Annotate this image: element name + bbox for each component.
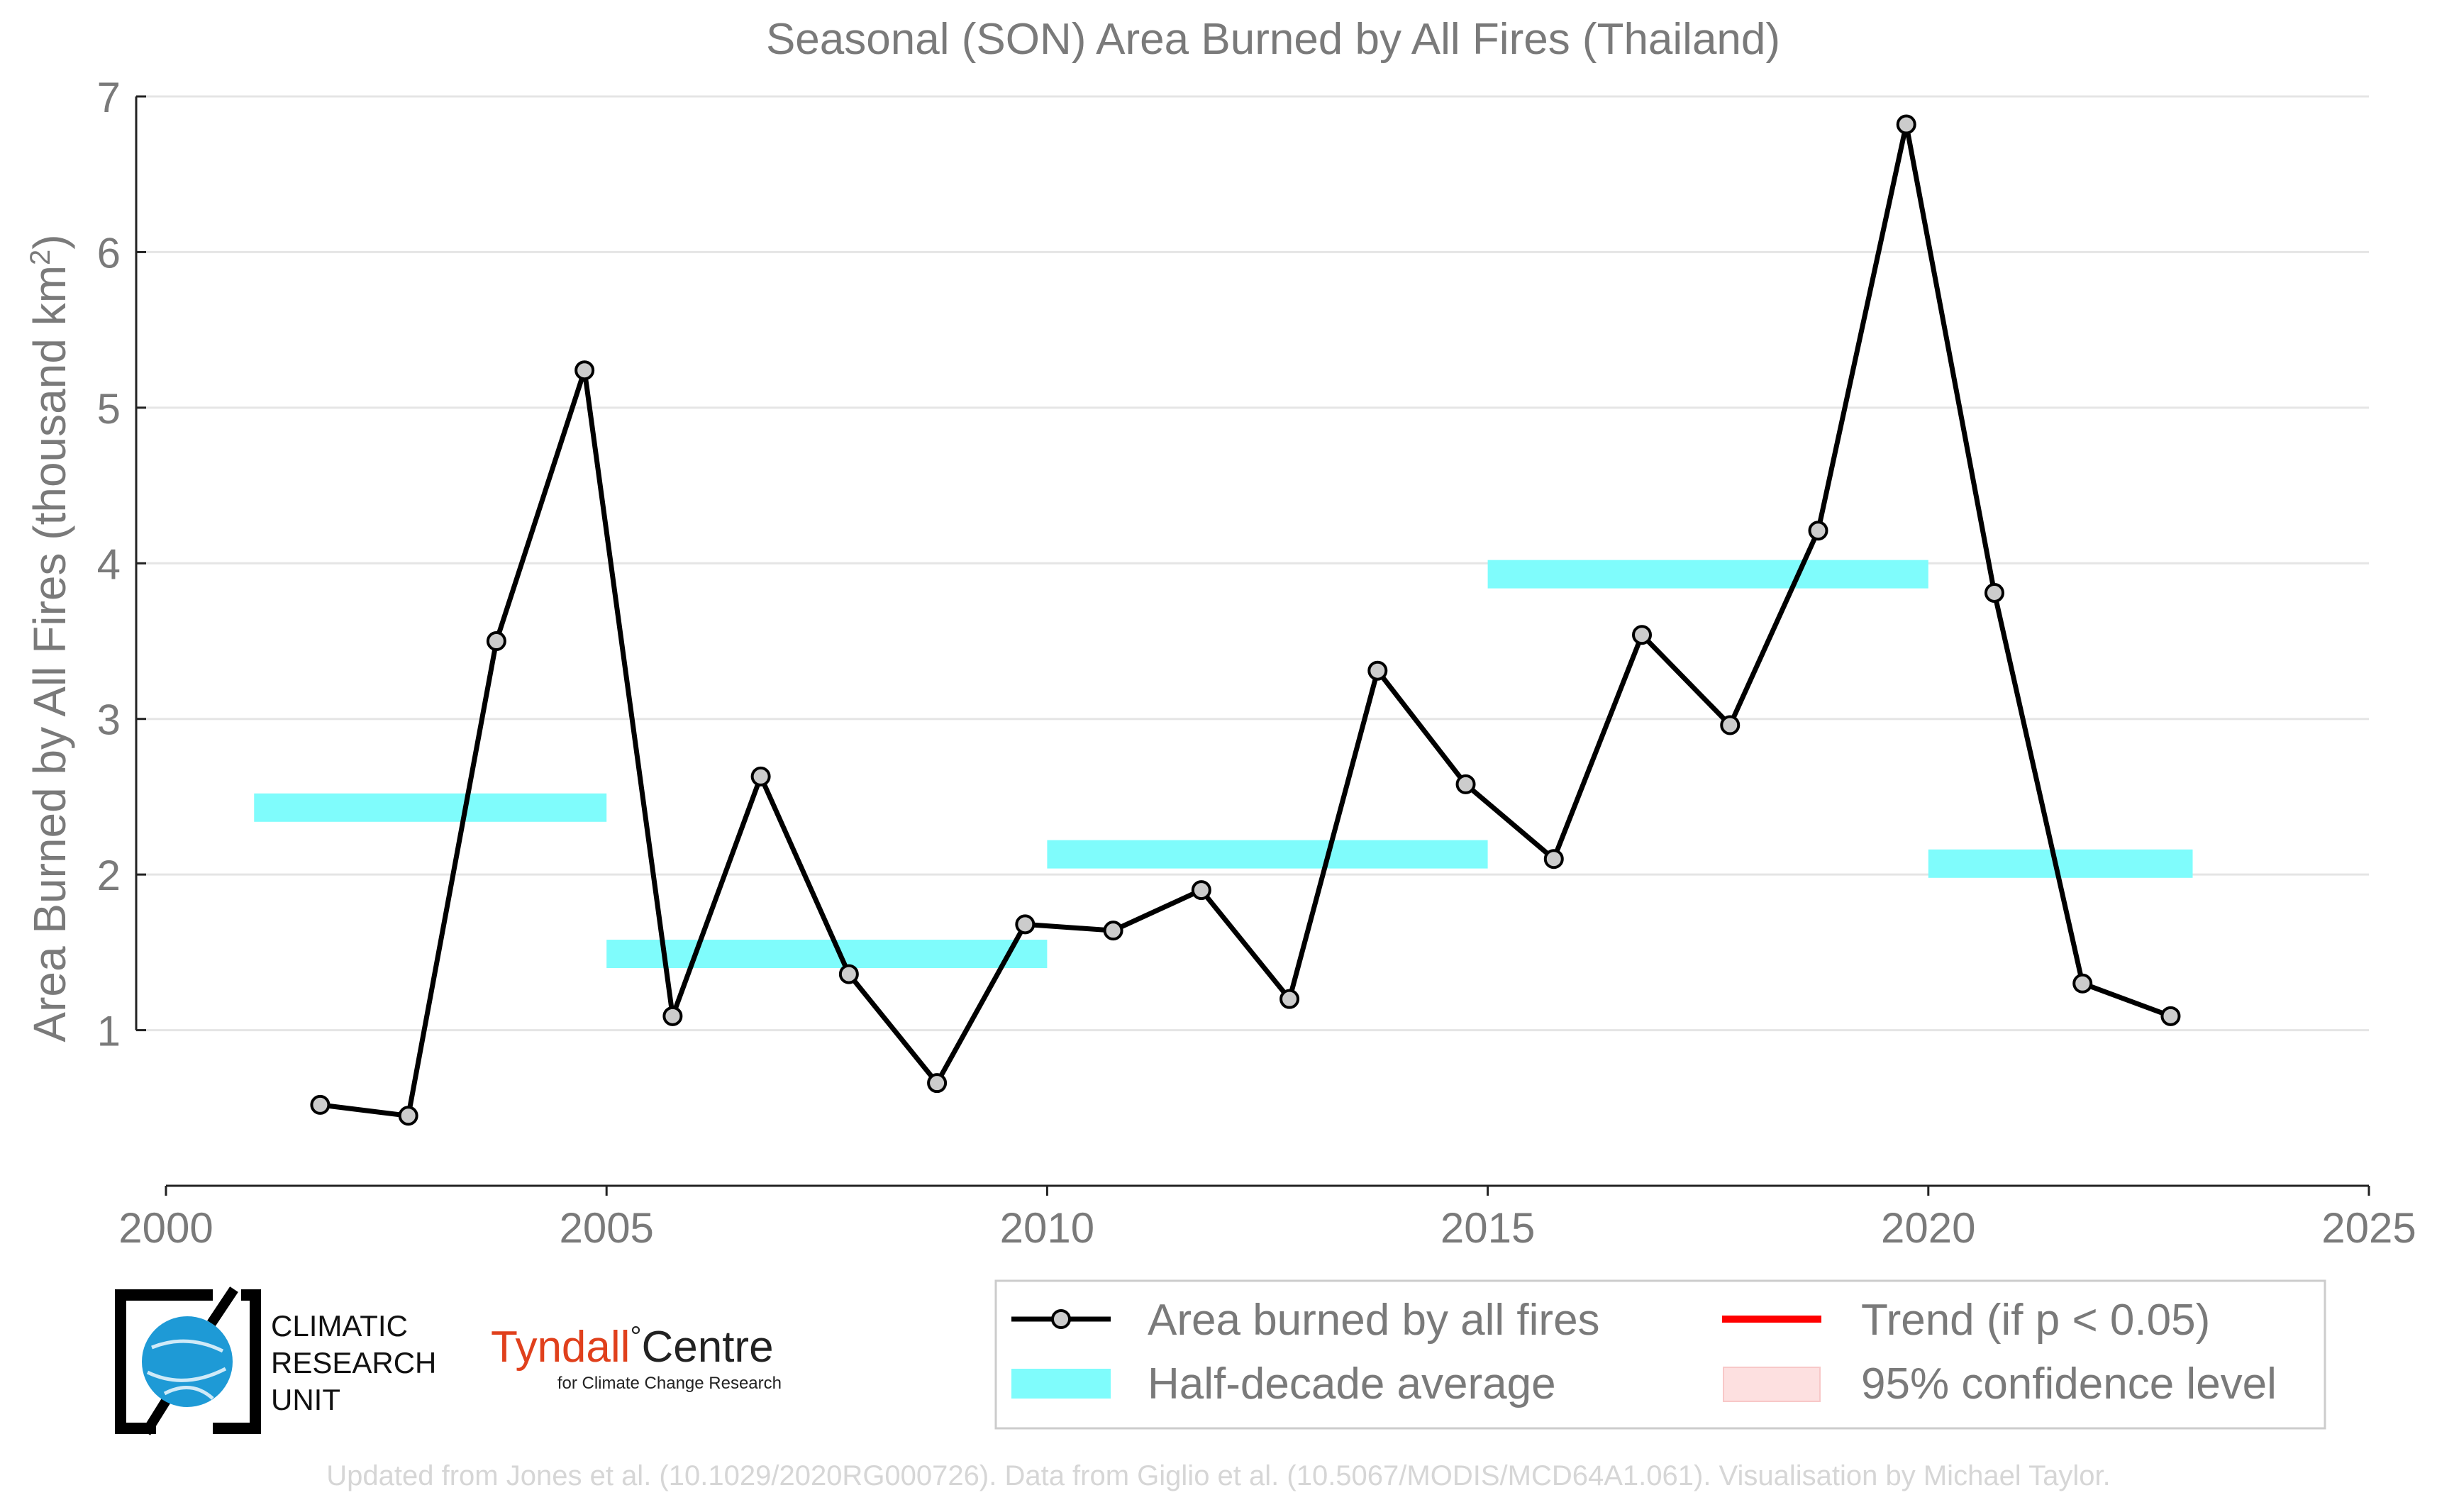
tyndall-logo-text: Tyndall°Centre (491, 1321, 774, 1372)
half-decade-bar-4 (1928, 849, 2193, 878)
data-point-0 (310, 1094, 331, 1115)
globe-swirl (146, 1339, 227, 1400)
y-tick-label-6: 7 (97, 74, 121, 121)
legend-marker-swatch (1051, 1309, 1071, 1329)
data-point-21 (2160, 1006, 2181, 1026)
x-tick-label-2: 2010 (1000, 1204, 1094, 1252)
axes: 1 2 3 4 5 6 7 2000 2005 2010 2015 2020 2025 (97, 74, 2416, 1252)
half-decade-bands (254, 560, 2193, 969)
data-point-3 (574, 360, 595, 381)
y-axis-label-sup: 2 (25, 250, 56, 265)
data-point-18 (1896, 114, 1916, 135)
data-point-17 (1808, 521, 1828, 541)
legend-label-trend: Trend (if p < 0.05) (1861, 1296, 2210, 1345)
cru-logo-slash-bottom (142, 1396, 172, 1435)
cru-logo-line-1: CLIMATIC (271, 1309, 408, 1343)
legend-box (994, 1279, 2326, 1430)
y-axis-label-main: Area Burned by All Fires (thousand km (24, 265, 75, 1043)
data-point-2 (486, 631, 506, 651)
legend-label-line: Area burned by all fires (1148, 1296, 1600, 1345)
data-point-5 (750, 766, 771, 786)
tyndall-logo-name: Tyndall (491, 1323, 630, 1372)
legend: Area burned by all fires Half-decade ave… (994, 1279, 2326, 1430)
data-point-4 (662, 1006, 683, 1026)
data-point-16 (1720, 715, 1741, 735)
cru-logo-line-2: RESEARCH (271, 1346, 436, 1379)
credit-line: Updated from Jones et al. (10.1029/2020R… (326, 1460, 2110, 1491)
tyndall-logo-degree: ° (630, 1321, 641, 1352)
half-decade-bar-3 (1487, 560, 1928, 589)
legend-band-swatch (1011, 1369, 1111, 1399)
x-tick-label-1: 2005 (559, 1204, 653, 1252)
x-tick-label-4: 2020 (1881, 1204, 1975, 1252)
data-point-19 (1984, 582, 2004, 603)
x-tick-label-3: 2015 (1440, 1204, 1535, 1252)
half-decade-bar-1 (606, 940, 1048, 969)
data-point-20 (2072, 973, 2093, 994)
data-point-7 (927, 1073, 948, 1094)
half-decade-bar-2 (1047, 840, 1488, 869)
x-tick-label-0: 2000 (118, 1204, 213, 1252)
data-point-6 (838, 964, 859, 984)
half-decade-bar-0 (254, 793, 607, 822)
grid-lines (136, 95, 2369, 1032)
data-point-8 (1015, 914, 1036, 935)
y-axis-label-end: ) (24, 234, 75, 249)
cru-logo-frame (115, 1289, 261, 1434)
y-tick-label-4: 5 (97, 385, 121, 433)
y-tick-label-0: 1 (97, 1008, 121, 1055)
data-point-11 (1279, 989, 1300, 1009)
x-tick-label-5: 2025 (2321, 1204, 2416, 1252)
y-tick-label-3: 4 (97, 540, 121, 588)
data-point-1 (398, 1106, 418, 1126)
cru-logo: CLIMATIC RESEARCH UNIT (115, 1286, 436, 1435)
data-point-9 (1103, 921, 1123, 941)
y-tick-label-1: 2 (97, 852, 121, 899)
data-point-14 (1543, 849, 1564, 869)
series-line (319, 122, 2172, 1118)
data-point-10 (1191, 880, 1211, 901)
tyndall-logo: Tyndall°Centre for Climate Change Resear… (491, 1321, 782, 1393)
y-tick-label-2: 3 (97, 696, 121, 744)
cru-logo-line-3: UNIT (271, 1383, 340, 1416)
tyndall-logo-subtitle: for Climate Change Research (557, 1374, 782, 1393)
legend-label-band: Half-decade average (1148, 1360, 1556, 1408)
data-point-12 (1367, 660, 1388, 681)
globe-icon (142, 1316, 233, 1407)
chart-title: Seasonal (SON) Area Burned by All Fires … (766, 15, 1780, 64)
data-point-13 (1455, 774, 1476, 794)
y-tick-label-5: 6 (97, 229, 121, 277)
legend-confidence-swatch (1723, 1367, 1821, 1402)
legend-label-confidence: 95% confidence level (1861, 1360, 2277, 1408)
tyndall-logo-centre: Centre (641, 1323, 773, 1372)
y-axis-label: Area Burned by All Fires (thousand km2) (24, 234, 75, 1042)
series-layer (310, 114, 2181, 1126)
cru-logo-slash-top (207, 1286, 238, 1326)
data-point-15 (1632, 625, 1653, 645)
